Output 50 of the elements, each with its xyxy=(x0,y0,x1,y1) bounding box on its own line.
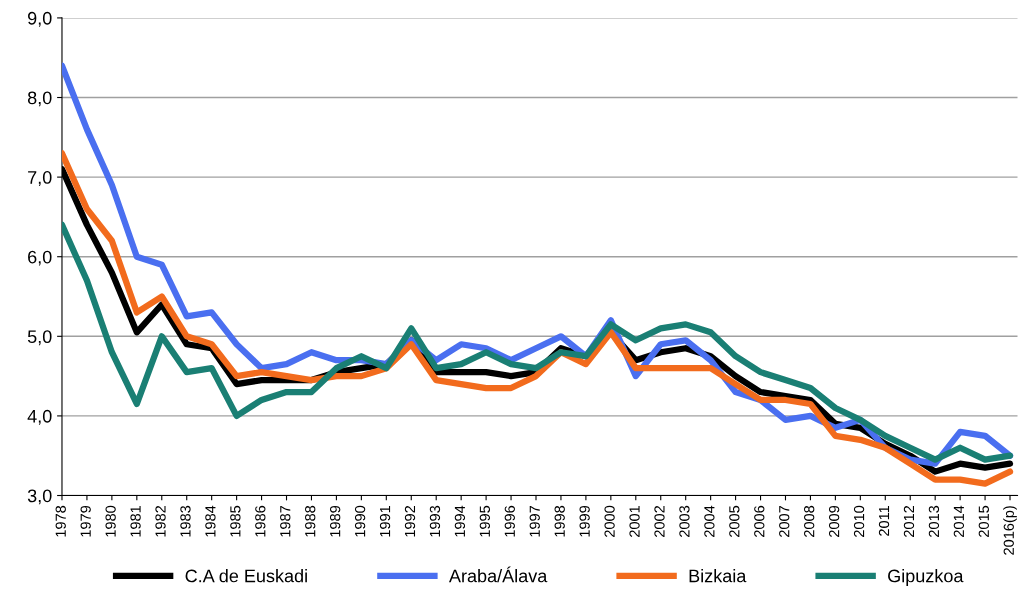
x-tick-label: 2007 xyxy=(779,505,790,537)
x-tick-label: 2005 xyxy=(729,505,740,537)
x-tick-label: 2010 xyxy=(853,505,865,537)
y-tick-label: 6,0 xyxy=(28,250,52,266)
x-tick-label: 2011 xyxy=(878,505,890,536)
x-tick-label: 1985 xyxy=(230,505,241,537)
x-tick-label: 1988 xyxy=(305,505,316,537)
x-tick-label: 2016(p) xyxy=(1003,506,1017,555)
x-tick-label: 1992 xyxy=(404,505,416,537)
x-tick-label: 1982 xyxy=(155,505,166,537)
x-tick-label: 1979 xyxy=(80,505,91,537)
x-tick-label: 1991 xyxy=(379,505,391,537)
x-tick-label: 1999 xyxy=(579,505,590,537)
x-tick-label: 2008 xyxy=(804,505,815,537)
legend-label: C.A de Euskadi xyxy=(185,569,307,583)
x-tick-label: 2000 xyxy=(604,505,615,537)
x-tick-label: 1989 xyxy=(330,505,341,537)
x-tick-label: 2015 xyxy=(978,505,989,537)
x-tick-label: 1986 xyxy=(255,505,266,537)
x-tick-label: 1997 xyxy=(529,505,540,537)
x-tick-label: 2002 xyxy=(654,505,665,537)
x-tick-label: 2004 xyxy=(704,505,715,537)
y-tick-label: 8,0 xyxy=(27,91,52,107)
x-tick-label: 2014 xyxy=(953,505,965,537)
x-tick-label: 1990 xyxy=(354,505,366,537)
x-tick-label: 1996 xyxy=(504,505,515,537)
y-tick-label: 3,0 xyxy=(27,489,52,505)
x-tick-label: 2013 xyxy=(928,505,940,537)
y-tick-label: 4,0 xyxy=(27,409,52,425)
x-tick-label: 1984 xyxy=(205,505,216,537)
x-tick-label: 1983 xyxy=(180,505,191,537)
x-tick-label: 1980 xyxy=(105,505,116,537)
x-tick-label: 2006 xyxy=(754,505,765,537)
y-tick-label: 9,0 xyxy=(28,11,52,27)
x-tick-label: 1995 xyxy=(479,505,491,537)
x-tick-label: 1998 xyxy=(554,505,565,537)
x-tick-label: 1993 xyxy=(429,505,441,537)
x-tick-label: 2009 xyxy=(828,505,840,537)
y-tick-label: 5,0 xyxy=(27,330,52,346)
y-tick-label: 7,0 xyxy=(28,171,52,186)
legend-label: Bizkaia xyxy=(689,569,747,583)
x-tick-label: 2001 xyxy=(629,505,640,537)
x-tick-label: 2003 xyxy=(679,505,690,537)
x-tick-label: 2012 xyxy=(903,505,915,537)
x-tick-label: 1994 xyxy=(454,505,466,537)
x-tick-label: 1987 xyxy=(280,505,291,537)
x-tick-label: 1978 xyxy=(55,505,66,537)
x-tick-label: 1981 xyxy=(130,505,141,537)
legend-label: Araba/Álava xyxy=(448,566,548,583)
legend-label: Gipuzkoa xyxy=(888,569,964,586)
